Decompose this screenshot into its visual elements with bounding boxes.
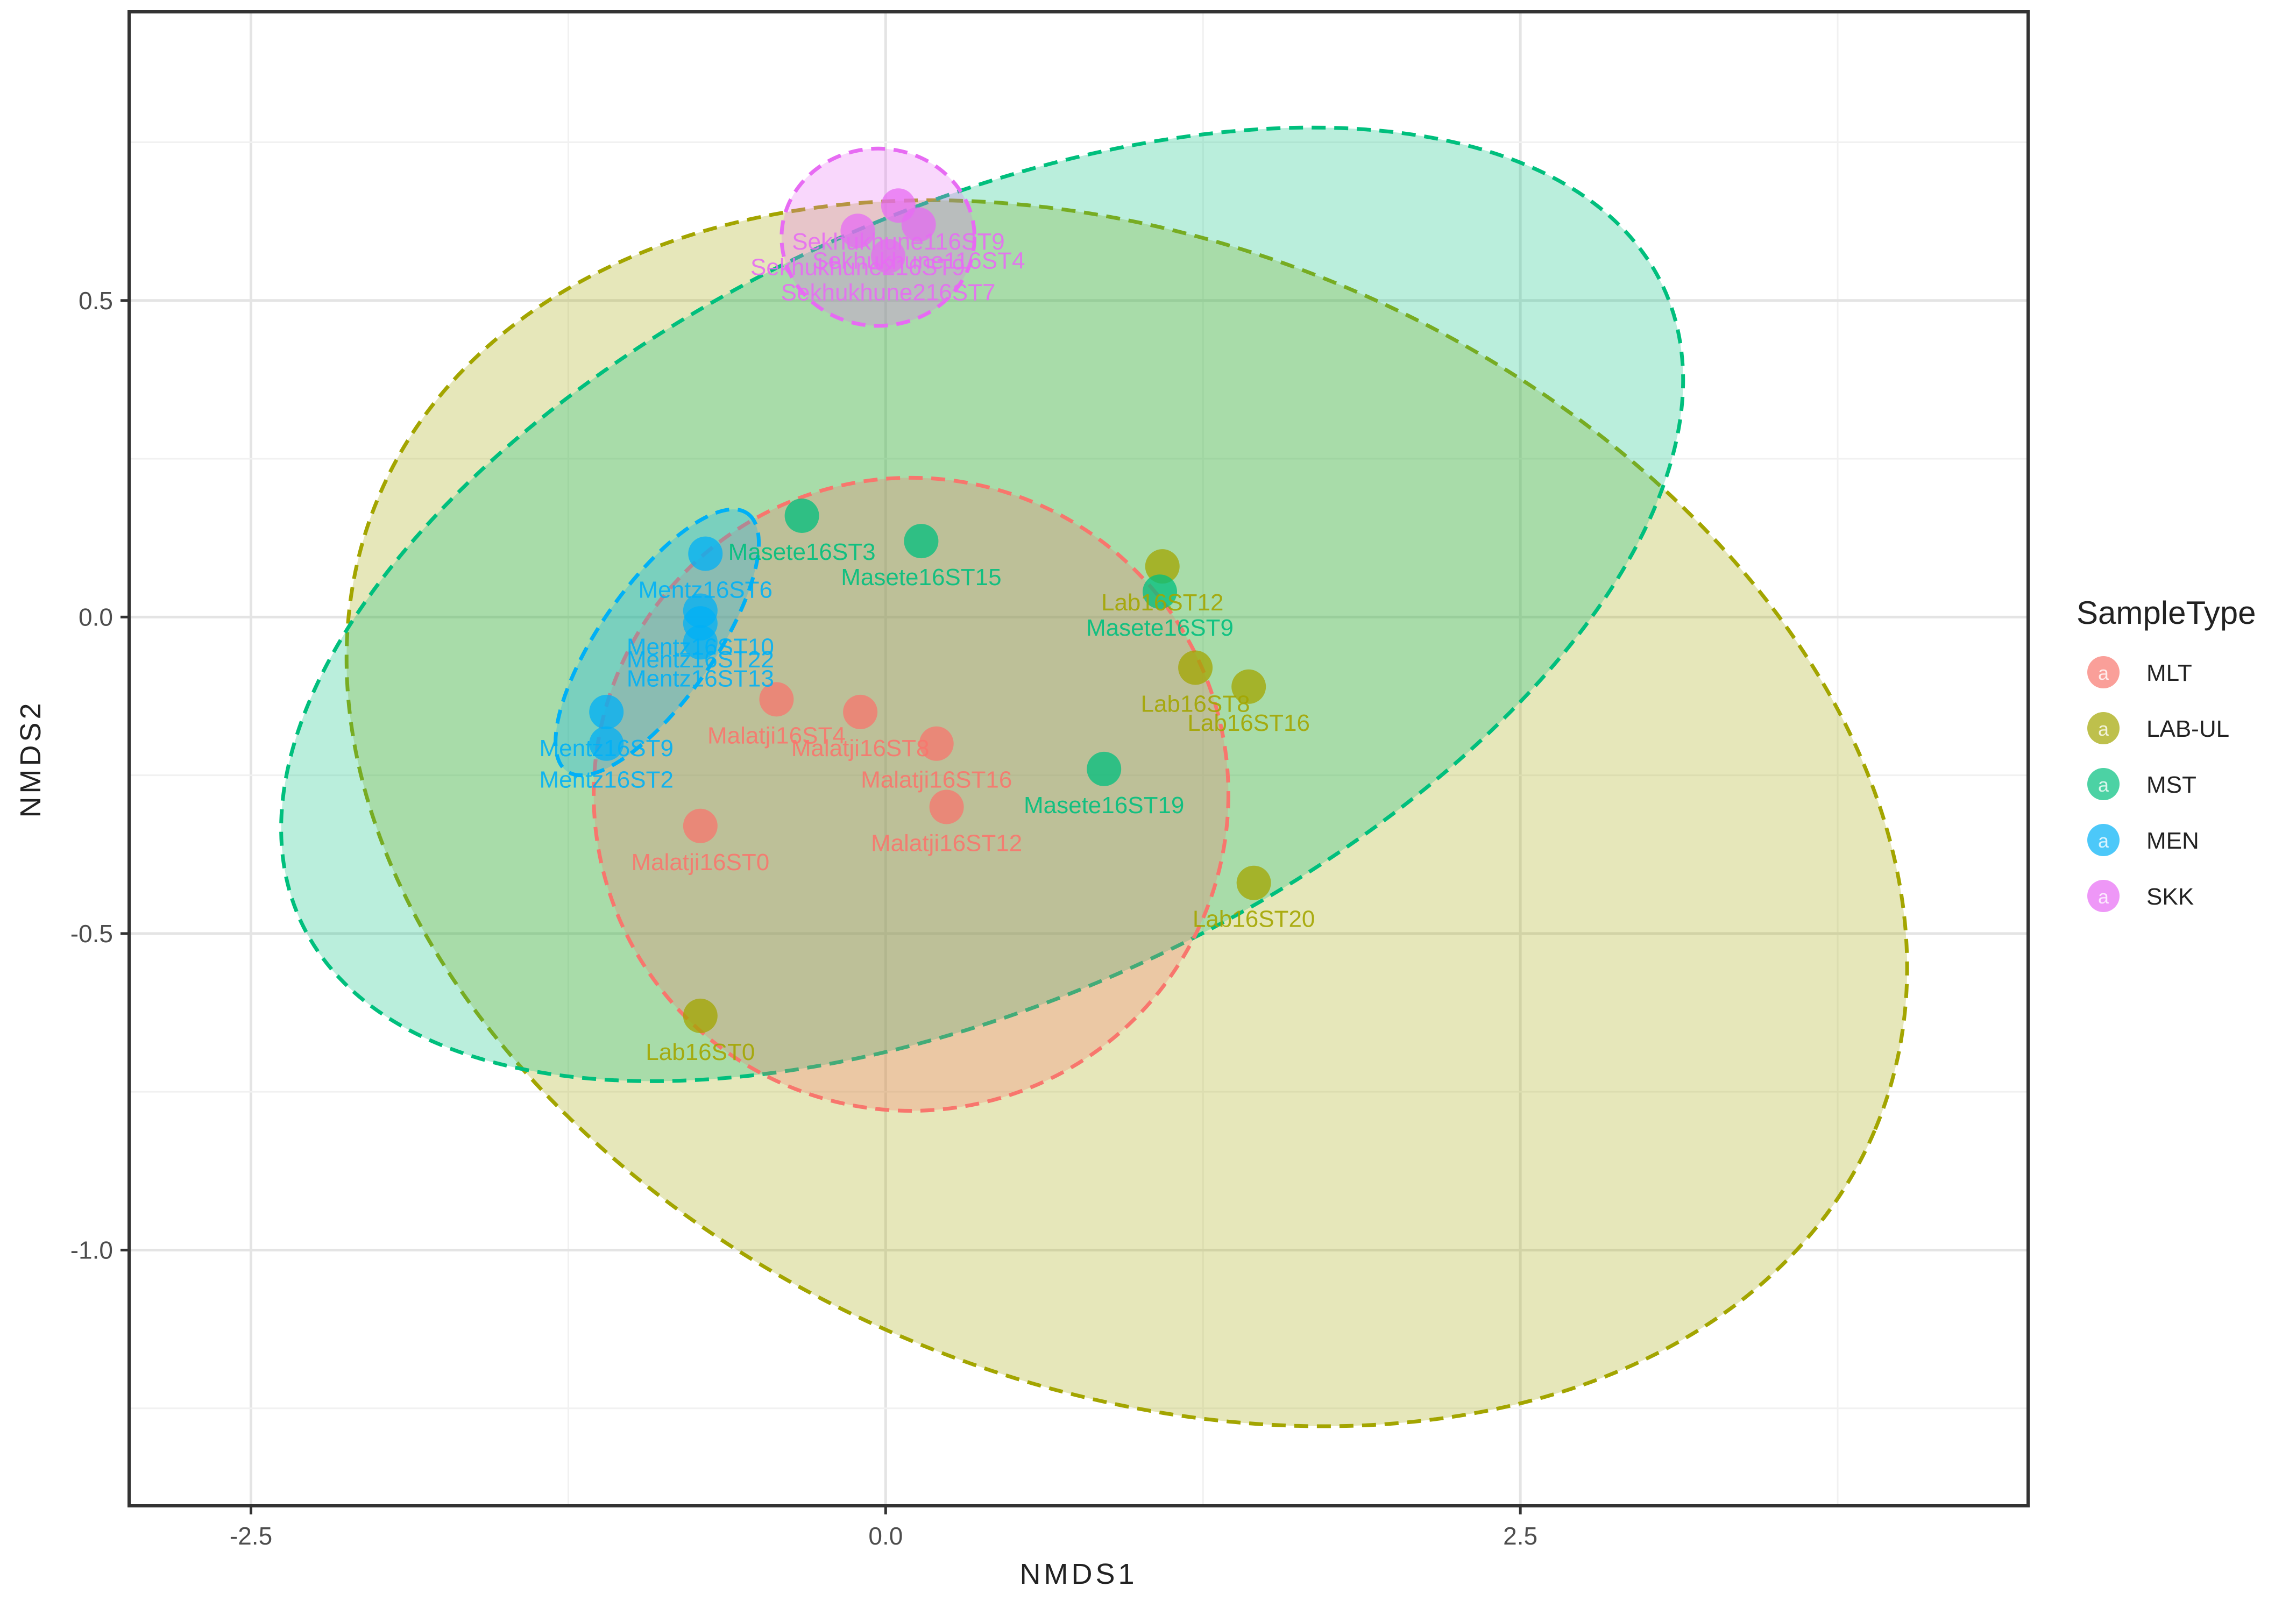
legend-title: SampleType: [2077, 595, 2256, 631]
x-tick-label: -2.5: [230, 1522, 272, 1550]
point-skk: [901, 207, 936, 242]
point-label: Masete16ST9: [1086, 615, 1234, 641]
point-mlt: [683, 808, 718, 843]
legend-key-men: [2087, 824, 2120, 856]
legend-key-glyph: a: [2098, 830, 2109, 852]
ellipses: [279, 125, 1909, 1428]
point-lab-ul: [1236, 865, 1271, 900]
point-men: [688, 536, 723, 571]
point-label: Lab16ST12: [1101, 589, 1224, 616]
point-label: Mentz16ST9: [539, 735, 673, 762]
point-lab-ul: [1145, 549, 1180, 584]
point-label: Sekhukhune116ST9: [792, 229, 1004, 255]
ellipse-mst: [279, 125, 1685, 1083]
legend-key-mst: [2087, 768, 2120, 800]
point-label: Lab16ST8: [1141, 691, 1250, 717]
point-label: Malatji16ST16: [861, 767, 1012, 793]
point-label: Lab16ST20: [1193, 906, 1315, 933]
legend-label-mlt: MLT: [2146, 660, 2192, 686]
x-tick-label: 0.0: [868, 1522, 903, 1550]
y-tick-label: 0.0: [79, 603, 113, 631]
point-label: Mentz16ST6: [639, 577, 773, 603]
point-label: Malatji16ST12: [871, 830, 1022, 856]
point-men: [589, 726, 624, 761]
axes: -2.5 0.0 2.5 -1.0 -0.5 0.0 0.5: [70, 287, 1537, 1550]
legend-label-mst: MST: [2146, 772, 2196, 798]
point-mlt: [919, 726, 954, 761]
point-label: Mentz16ST10: [627, 634, 774, 660]
legend-label-lab-ul: LAB-UL: [2146, 716, 2229, 742]
legend-key-glyph: a: [2098, 774, 2109, 796]
y-tick-label: -1.0: [70, 1236, 113, 1264]
y-tick-label: 0.5: [79, 287, 113, 315]
point-men: [683, 625, 718, 660]
point-mst: [1143, 574, 1178, 609]
ellipse-skk: [779, 146, 977, 328]
point-label: Mentz16ST2: [539, 767, 673, 793]
point-label: Malatji16ST8: [791, 735, 930, 762]
point-mlt: [843, 694, 878, 729]
x-axis-title: NMDS1: [1019, 1558, 1137, 1590]
y-tick-label: -0.5: [70, 920, 113, 948]
point-mst: [904, 524, 939, 559]
points: [589, 188, 1271, 1033]
ellipse-lab-ul: [344, 198, 1909, 1428]
point-label: Sekhukhune216ST9: [750, 254, 965, 280]
point-label: Lab16ST16: [1187, 710, 1310, 736]
legend-key-skk: [2087, 880, 2120, 912]
legend-key-lab-ul: [2087, 712, 2120, 744]
legend-label-skk: SKK: [2146, 884, 2194, 910]
point-label: Malatji16ST4: [707, 722, 846, 749]
y-axis-title: NMDS2: [15, 700, 47, 817]
legend-key-glyph: a: [2098, 662, 2109, 684]
point-lab-ul: [1231, 669, 1266, 704]
point-label: Masete16ST19: [1024, 792, 1184, 819]
point-mst: [1087, 751, 1122, 786]
point-label: Masete16ST15: [841, 564, 1001, 590]
point-label: Lab16ST0: [646, 1039, 755, 1065]
legend-key-mlt: [2087, 656, 2120, 688]
point-mst: [784, 498, 819, 533]
legend: SampleType a MLT a LAB-UL a MST a MEN a SKK: [2077, 595, 2256, 912]
legend-label-men: MEN: [2146, 828, 2199, 854]
ellipse-mlt: [592, 475, 1230, 1113]
point-label: Mentz16ST13: [627, 665, 774, 692]
point-label: Malatji16ST0: [631, 849, 769, 876]
point-men: [589, 694, 624, 729]
point-skk: [840, 214, 875, 248]
x-tick-label: 2.5: [1503, 1522, 1537, 1550]
point-lab-ul: [683, 998, 718, 1033]
legend-key-glyph: a: [2098, 886, 2109, 908]
point-label: Mentz16ST22: [627, 646, 774, 673]
point-mlt: [929, 789, 964, 824]
plot-panel-border: [127, 10, 2030, 1507]
point-label: Sekhukhune116ST4: [812, 248, 1025, 274]
point-mlt: [759, 682, 794, 717]
point-lab-ul: [1178, 650, 1213, 685]
legend-key-glyph: a: [2098, 718, 2109, 740]
point-label: Sekhukhune216ST7: [781, 279, 996, 305]
point-label: Masete16ST3: [728, 539, 876, 565]
point-skk: [871, 239, 906, 274]
